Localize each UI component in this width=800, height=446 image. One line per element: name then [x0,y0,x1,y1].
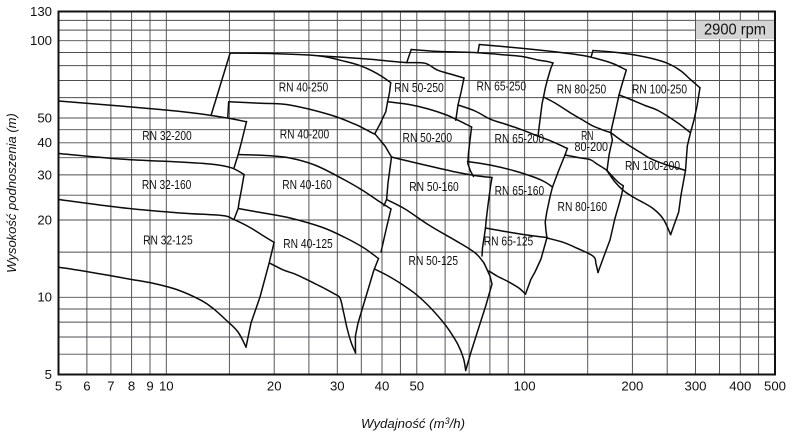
svg-text:RN 100-200: RN 100-200 [625,158,680,173]
svg-text:20: 20 [267,379,282,394]
svg-text:10: 10 [37,290,52,305]
svg-text:RN 65-200: RN 65-200 [495,131,545,146]
svg-text:50: 50 [409,379,424,394]
svg-text:400: 400 [729,379,751,394]
svg-text:RN 50-250: RN 50-250 [394,80,444,95]
svg-text:RN 100-250: RN 100-250 [632,81,687,96]
svg-text:RN 40-250: RN 40-250 [279,80,329,95]
svg-text:30: 30 [37,167,52,182]
svg-text:80-200: 80-200 [575,139,609,154]
svg-text:RN 32-200: RN 32-200 [142,128,192,143]
svg-text:20: 20 [37,212,52,227]
svg-text:RN 80-160: RN 80-160 [558,199,608,214]
svg-text:9: 9 [146,379,153,394]
svg-text:40: 40 [37,135,52,150]
svg-text:RN 50-125: RN 50-125 [409,253,459,268]
svg-text:100: 100 [514,379,536,394]
svg-text:RN 65-160: RN 65-160 [495,183,545,198]
svg-text:10: 10 [159,379,174,394]
svg-text:50: 50 [37,110,52,125]
svg-text:7: 7 [107,379,114,394]
svg-text:Wysokość podnoszenia (m): Wysokość podnoszenia (m) [4,113,19,273]
svg-text:40: 40 [375,379,390,394]
svg-text:RN 65-250: RN 65-250 [477,79,527,94]
svg-text:RN 50-160: RN 50-160 [409,179,459,194]
svg-text:RN 50-200: RN 50-200 [403,130,453,145]
svg-text:200: 200 [621,379,643,394]
svg-text:130: 130 [30,4,52,19]
svg-text:Wydajność (m3/h): Wydajność (m3/h) [361,416,465,431]
svg-text:RN: RN [581,128,593,143]
svg-text:100: 100 [30,33,52,48]
svg-text:6: 6 [83,379,90,394]
svg-text:5: 5 [45,367,52,382]
svg-text:300: 300 [684,379,706,394]
svg-text:RN 32-160: RN 32-160 [142,177,192,192]
svg-text:RN 32-125: RN 32-125 [143,232,193,247]
svg-text:8: 8 [128,379,135,394]
svg-text:RN 65-125: RN 65-125 [484,233,534,248]
svg-text:500: 500 [764,379,786,394]
svg-text:30: 30 [330,379,345,394]
svg-text:RN 40-200: RN 40-200 [280,126,330,141]
svg-text:RN 80-250: RN 80-250 [557,81,607,96]
svg-text:2900 rpm: 2900 rpm [704,22,766,39]
svg-text:5: 5 [55,379,62,394]
svg-text:RN 40-125: RN 40-125 [283,236,333,251]
svg-text:RN 40-160: RN 40-160 [282,177,332,192]
